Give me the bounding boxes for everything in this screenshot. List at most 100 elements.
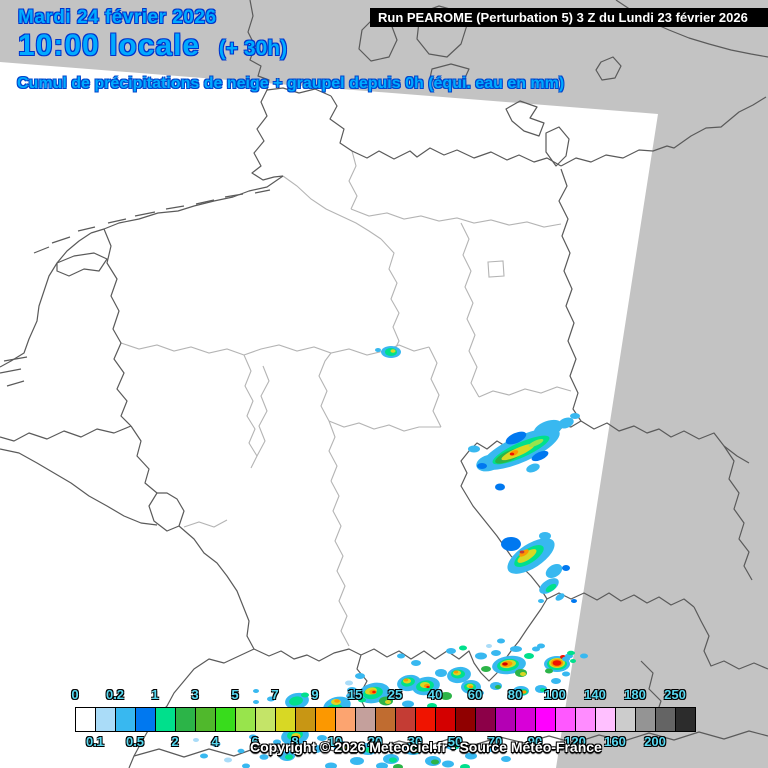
precipitation-cell xyxy=(533,419,563,439)
colorbar-cell xyxy=(215,707,236,732)
precipitation-cell xyxy=(486,644,492,648)
state-border xyxy=(350,208,562,228)
precipitation-cell xyxy=(505,431,527,445)
colorbar-tick-label: 50 xyxy=(447,734,463,749)
precipitation-cell xyxy=(211,741,221,747)
colorbar-tick-label: 15 xyxy=(347,687,363,702)
precipitation-cell xyxy=(517,549,537,563)
precipitation-cell xyxy=(532,646,540,652)
colorbar-cell xyxy=(315,707,336,732)
precipitation-cell xyxy=(497,638,505,644)
country-border xyxy=(0,232,92,368)
country-border xyxy=(429,63,470,85)
colorbar-tick-label: 200 xyxy=(644,734,666,749)
country-border xyxy=(580,420,750,464)
colorbar-cell xyxy=(255,707,276,732)
precipitation-cell xyxy=(521,690,527,694)
state-border xyxy=(328,420,441,432)
colorbar-cell xyxy=(335,707,356,732)
country-border xyxy=(0,356,28,387)
state-border xyxy=(330,480,350,647)
precipitation-cell xyxy=(310,745,322,753)
forecast-date: Mardi 24 février 2026 xyxy=(18,7,217,28)
country-border xyxy=(251,89,284,181)
colorbar-cell xyxy=(295,707,316,732)
colorbar-cell xyxy=(155,707,176,732)
colorbar-cell xyxy=(115,707,136,732)
colorbar-tick-label: 6 xyxy=(251,734,259,749)
state-border xyxy=(282,175,382,240)
precipitation-cell xyxy=(475,652,487,660)
precipitation-cell xyxy=(468,445,480,453)
state-border xyxy=(120,342,245,356)
colorbar-tick-label: 7 xyxy=(271,687,279,702)
precipitation-cell xyxy=(495,483,505,491)
precipitation-cell xyxy=(345,680,353,686)
precipitation-cell xyxy=(545,563,563,579)
colorbar-tick-label: 60 xyxy=(467,687,483,702)
precipitation-cell xyxy=(446,648,456,654)
colorbar-tick-label: 30 xyxy=(407,734,423,749)
colorbar-cell xyxy=(355,707,376,732)
country-border xyxy=(128,648,255,768)
precipitation-cell xyxy=(435,669,447,677)
precipitation-cell xyxy=(341,746,347,750)
precipitation-cell xyxy=(368,749,374,753)
colorbar-cell xyxy=(515,707,536,732)
precipitation-cell xyxy=(289,696,303,706)
colorbar-cell xyxy=(675,707,696,732)
precipitation-cell xyxy=(453,670,459,674)
state-border xyxy=(478,386,572,398)
country-border xyxy=(723,445,753,581)
precipitation-cell xyxy=(393,764,403,768)
precipitation-cell xyxy=(580,653,588,659)
colorbar-cell xyxy=(575,707,596,732)
precipitation-cell xyxy=(459,645,467,651)
precipitation-cell xyxy=(509,452,515,456)
colorbar-tick-label: 70 xyxy=(487,734,503,749)
colorbar-tick-label: 0 xyxy=(71,687,79,702)
colorbar-cell xyxy=(275,707,296,732)
state-border xyxy=(380,238,400,354)
precipitation-cell xyxy=(385,700,391,704)
precipitation-cell xyxy=(519,550,525,554)
precipitation-cell xyxy=(233,694,239,698)
precipitation-cell xyxy=(481,666,491,672)
state-border xyxy=(243,354,258,469)
colorbar-cell xyxy=(475,707,496,732)
precipitation-cell xyxy=(477,463,487,469)
precipitation-cell xyxy=(442,760,454,768)
precipitation-cell xyxy=(519,549,529,557)
country-border xyxy=(33,189,271,254)
colorbar-tick-label: 90 xyxy=(527,734,543,749)
colorbar-tick-label: 120 xyxy=(564,734,586,749)
forecast-hour-offset: (+ 30h) xyxy=(218,37,288,60)
country-border xyxy=(56,252,108,277)
colorbar-cell xyxy=(175,707,196,732)
country-border xyxy=(247,0,332,97)
precipitation-cell xyxy=(562,671,570,677)
precipitation-cell xyxy=(469,685,473,689)
colorbar-tick-label: 3 xyxy=(191,687,199,702)
state-border xyxy=(183,519,228,528)
colorbar-tick-label: 160 xyxy=(604,734,626,749)
precipitation-cell xyxy=(295,735,301,739)
precipitation-cell xyxy=(571,599,577,603)
precipitation-cell xyxy=(301,692,309,698)
precipitation-cell xyxy=(528,439,544,447)
precipitation-cell xyxy=(397,653,405,659)
precipitation-cell xyxy=(273,739,281,745)
precipitation-cell xyxy=(562,565,570,571)
state-border xyxy=(428,346,442,428)
colorbar-cell xyxy=(195,707,216,732)
precipitation-cell xyxy=(570,413,580,419)
colorbar-tick-label: 100 xyxy=(544,687,566,702)
precipitation-cell xyxy=(237,748,245,754)
country-border xyxy=(560,96,767,167)
colorbar-cell xyxy=(135,707,156,732)
state-border xyxy=(256,365,270,457)
precipitation-cell xyxy=(224,757,232,763)
colorbar-tick-label: 5 xyxy=(231,687,239,702)
